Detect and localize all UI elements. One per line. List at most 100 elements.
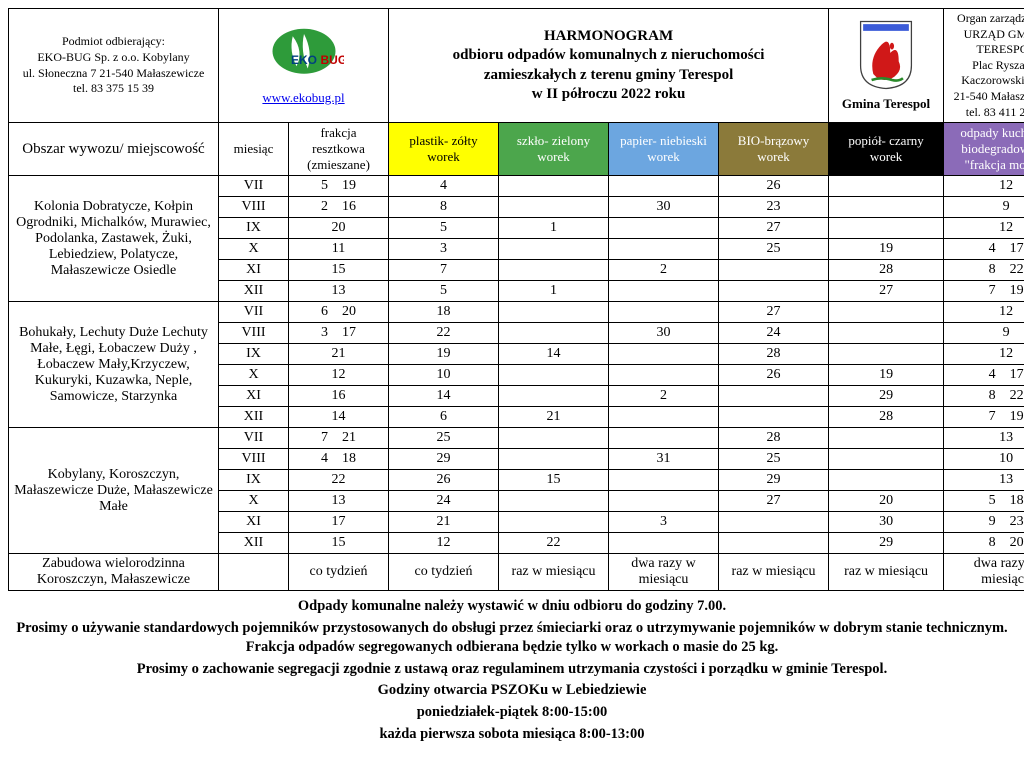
column-header-row: Obszar wywozu/ miejscowość miesiąc frakc… bbox=[9, 123, 1024, 176]
cell-plastic: 19 bbox=[389, 344, 499, 365]
cell-paper: 2 bbox=[609, 260, 719, 281]
cell-kitchen: 12 bbox=[944, 302, 1024, 323]
cell-kitchen: 9 bbox=[944, 323, 1024, 344]
title-cell: HARMONOGRAM odbioru odpadów komunalnych … bbox=[389, 9, 829, 123]
cell-paper: 2 bbox=[609, 386, 719, 407]
cell-m: VII bbox=[219, 428, 289, 449]
cell-plastic: 26 bbox=[389, 470, 499, 491]
cell-bio: 24 bbox=[719, 323, 829, 344]
table-row: Kolonia Dobratycze, Kołpin Ogrodniki, Mi… bbox=[9, 176, 1024, 197]
cell-plastic: 7 bbox=[389, 260, 499, 281]
cell-paper bbox=[609, 281, 719, 302]
cell-plastic: 4 bbox=[389, 176, 499, 197]
cell-bio bbox=[719, 512, 829, 533]
cell-glass: 22 bbox=[499, 533, 609, 554]
frequency-row: Zabudowa wielorodzinna Koroszczyn, Małas… bbox=[9, 554, 1024, 591]
cell-glass bbox=[499, 365, 609, 386]
cell-paper: 30 bbox=[609, 323, 719, 344]
cell-m: X bbox=[219, 491, 289, 512]
cell-ash: 28 bbox=[829, 260, 944, 281]
cell-mixed: 2 16 bbox=[289, 197, 389, 218]
cell-ash: 19 bbox=[829, 365, 944, 386]
cell-kitchen: 8 20 bbox=[944, 533, 1024, 554]
cell-glass bbox=[499, 239, 609, 260]
cell-mixed: 13 bbox=[289, 491, 389, 512]
col-paper: papier- niebieski worek bbox=[609, 123, 719, 176]
cell-mixed: 17 bbox=[289, 512, 389, 533]
cell-m: VIII bbox=[219, 197, 289, 218]
cell-kitchen: 8 22 bbox=[944, 260, 1024, 281]
cell-kitchen: 10 bbox=[944, 449, 1024, 470]
cell-bio bbox=[719, 281, 829, 302]
cell-paper: 3 bbox=[609, 512, 719, 533]
cell-paper: 31 bbox=[609, 449, 719, 470]
cell-paper bbox=[609, 176, 719, 197]
area-name-cell: Kolonia Dobratycze, Kołpin Ogrodniki, Mi… bbox=[9, 176, 219, 302]
cell-kitchen: 8 22 bbox=[944, 386, 1024, 407]
freq-bio: raz w miesiącu bbox=[719, 554, 829, 591]
cell-plastic: 21 bbox=[389, 512, 499, 533]
freq-kitchen: dwa razy w miesiącu bbox=[944, 554, 1024, 591]
ekobug-logo-cell: EKO BUG www.ekobug.pl bbox=[219, 9, 389, 123]
cell-mixed: 21 bbox=[289, 344, 389, 365]
cell-paper bbox=[609, 428, 719, 449]
cell-paper bbox=[609, 302, 719, 323]
ekobug-link[interactable]: www.ekobug.pl bbox=[262, 90, 344, 105]
cell-kitchen: 9 23 bbox=[944, 512, 1024, 533]
cell-m: IX bbox=[219, 470, 289, 491]
cell-glass bbox=[499, 428, 609, 449]
cell-ash bbox=[829, 302, 944, 323]
cell-plastic: 29 bbox=[389, 449, 499, 470]
cell-glass bbox=[499, 260, 609, 281]
cell-plastic: 5 bbox=[389, 281, 499, 302]
cell-ash bbox=[829, 218, 944, 239]
header-row: Podmiot odbierający: EKO-BUG Sp. z o.o. … bbox=[9, 9, 1024, 123]
cell-kitchen: 12 bbox=[944, 218, 1024, 239]
cell-paper bbox=[609, 491, 719, 512]
table-row: Bohukały, Lechuty Duże Lechuty Małe, Łęg… bbox=[9, 302, 1024, 323]
receiver-cell: Podmiot odbierający: EKO-BUG Sp. z o.o. … bbox=[9, 9, 219, 123]
note-5: poniedziałek-piątek 8:00-15:00 bbox=[8, 703, 1016, 723]
cell-glass bbox=[499, 491, 609, 512]
freq-month bbox=[219, 554, 289, 591]
gmina-logo-cell: Gmina Terespol bbox=[829, 9, 944, 123]
cell-ash bbox=[829, 323, 944, 344]
cell-bio bbox=[719, 533, 829, 554]
cell-paper bbox=[609, 407, 719, 428]
cell-plastic: 24 bbox=[389, 491, 499, 512]
col-glass: szkło- zielony worek bbox=[499, 123, 609, 176]
cell-kitchen: 7 19 bbox=[944, 281, 1024, 302]
cell-m: X bbox=[219, 365, 289, 386]
cell-m: XII bbox=[219, 407, 289, 428]
receiver-l3: tel. 83 375 15 39 bbox=[13, 81, 214, 97]
note-4: Godziny otwarcia PSZOKu w Lebiedziewie bbox=[8, 681, 1016, 701]
notes-block: Odpady komunalne należy wystawić w dniu … bbox=[8, 597, 1016, 744]
receiver-title: Podmiot odbierający: bbox=[13, 34, 214, 50]
col-month: miesiąc bbox=[219, 123, 289, 176]
schedule-table: Podmiot odbierający: EKO-BUG Sp. z o.o. … bbox=[8, 8, 1024, 591]
cell-paper bbox=[609, 344, 719, 365]
cell-ash: 28 bbox=[829, 407, 944, 428]
cell-ash: 19 bbox=[829, 239, 944, 260]
cell-m: XII bbox=[219, 533, 289, 554]
cell-bio: 27 bbox=[719, 218, 829, 239]
cell-kitchen: 4 17 bbox=[944, 239, 1024, 260]
cell-bio: 26 bbox=[719, 365, 829, 386]
cell-ash: 29 bbox=[829, 386, 944, 407]
cell-glass: 14 bbox=[499, 344, 609, 365]
area-name-cell: Bohukały, Lechuty Duże Lechuty Małe, Łęg… bbox=[9, 302, 219, 428]
cell-paper bbox=[609, 533, 719, 554]
cell-kitchen: 12 bbox=[944, 344, 1024, 365]
cell-bio bbox=[719, 386, 829, 407]
cell-mixed: 16 bbox=[289, 386, 389, 407]
cell-m: XI bbox=[219, 260, 289, 281]
svg-text:EKO: EKO bbox=[290, 53, 316, 67]
cell-plastic: 14 bbox=[389, 386, 499, 407]
cell-plastic: 12 bbox=[389, 533, 499, 554]
cell-bio: 29 bbox=[719, 470, 829, 491]
cell-glass bbox=[499, 386, 609, 407]
col-mixed: frakcja resztkowa (zmieszane) bbox=[289, 123, 389, 176]
cell-bio: 25 bbox=[719, 239, 829, 260]
cell-m: IX bbox=[219, 344, 289, 365]
cell-ash bbox=[829, 449, 944, 470]
